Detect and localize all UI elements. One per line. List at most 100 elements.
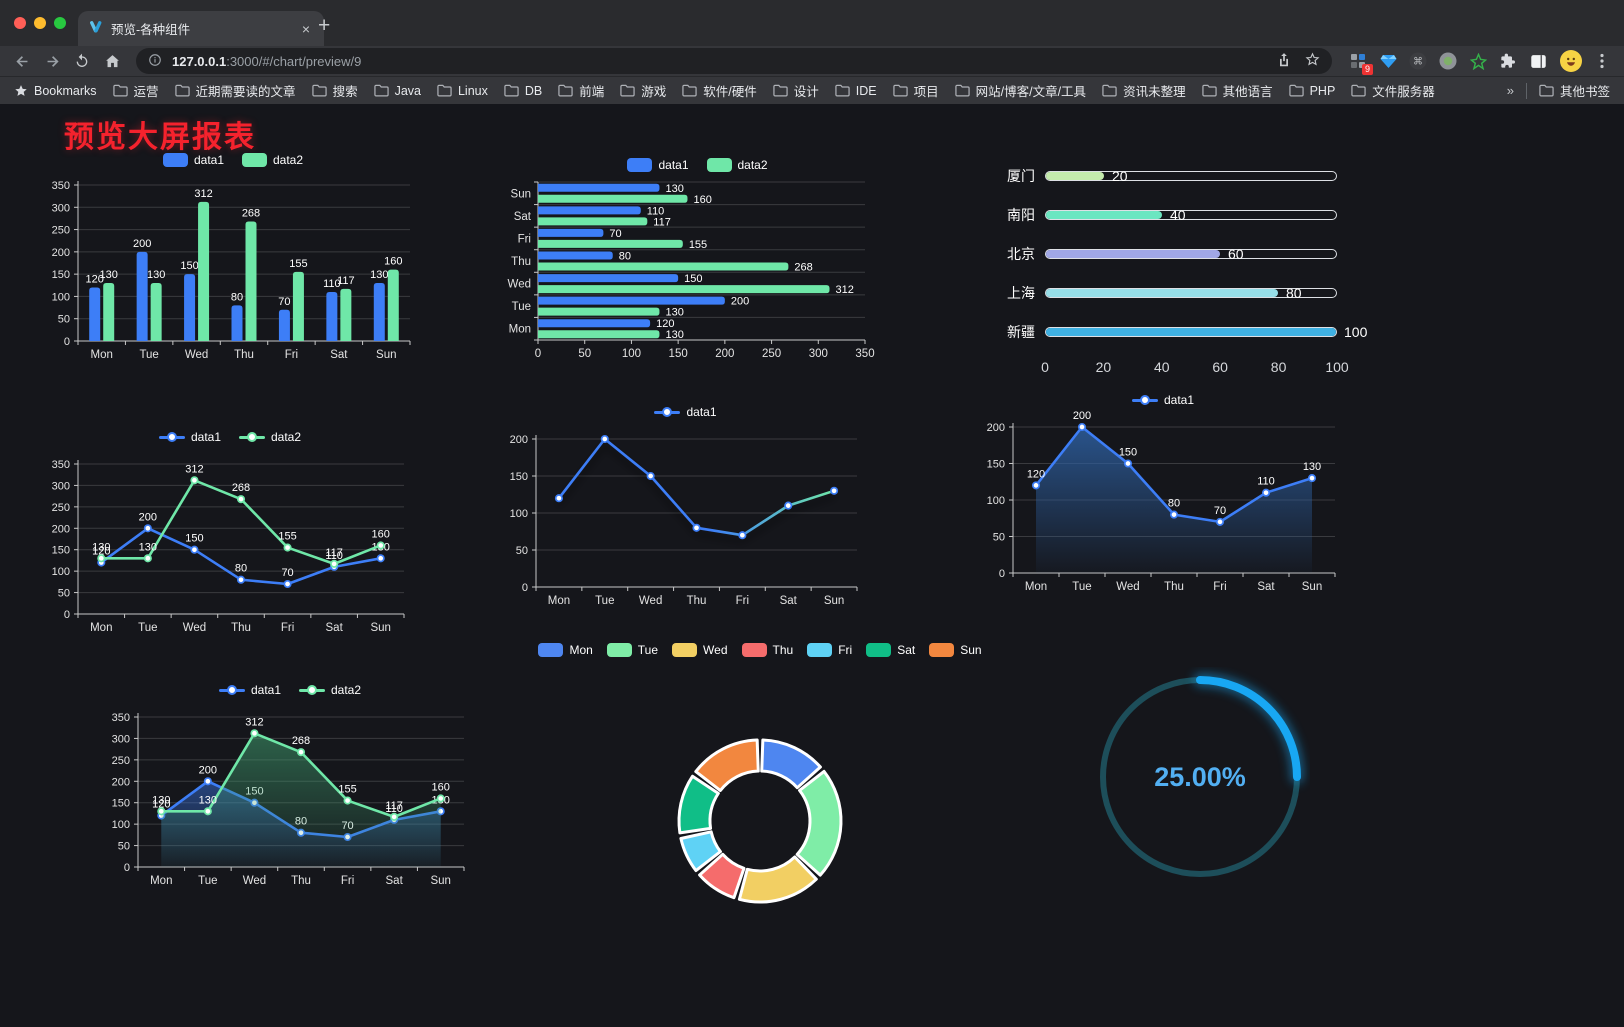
bookmark-folder[interactable]: 游戏 [620, 81, 666, 100]
address-bar[interactable]: 127.0.0.1:3000/#/chart/preview/9 [136, 48, 1332, 74]
legend-item[interactable]: data2 [239, 430, 301, 444]
legend-item[interactable]: data2 [242, 153, 303, 167]
window-minimize-button[interactable] [34, 17, 46, 29]
bookmark-folder[interactable]: 网站/博客/文章/工具 [954, 81, 1086, 100]
bookmark-folder[interactable]: 运营 [112, 81, 159, 100]
folder-icon [954, 84, 970, 97]
bookmark-folder[interactable]: 近期需要读的文章 [174, 81, 296, 100]
bookmark-folder[interactable]: DB [504, 81, 542, 100]
capsule-fill [1046, 327, 1336, 336]
svg-text:155: 155 [338, 784, 356, 796]
svg-text:0: 0 [64, 336, 70, 348]
svg-text:155: 155 [289, 258, 307, 270]
chart-legend: Mon Tue Wed Thu Fri Sat Sun [538, 639, 982, 661]
window-zoom-button[interactable] [54, 17, 66, 29]
bookmark-folder[interactable]: PHP [1288, 81, 1335, 100]
svg-text:Thu: Thu [511, 256, 531, 268]
bookmark-folder[interactable]: Linux [437, 81, 488, 100]
svg-text:0: 0 [64, 609, 70, 621]
sidebar-icon[interactable] [1528, 51, 1548, 71]
profile-avatar[interactable] [1560, 50, 1582, 72]
new-tab-button[interactable]: + [318, 14, 331, 37]
legend-item[interactable]: Sat [866, 643, 915, 657]
svg-text:300: 300 [52, 202, 70, 214]
bookmark-folder[interactable]: 资讯未整理 [1102, 81, 1186, 100]
capsule-category-label: 上海 [1007, 284, 1035, 301]
command-extension-icon[interactable]: ⌘ [1408, 51, 1428, 71]
svg-text:80: 80 [231, 291, 243, 303]
bookmark-folder[interactable]: Java [373, 81, 421, 100]
legend-item[interactable]: Wed [672, 643, 728, 657]
svg-text:100: 100 [987, 495, 1005, 507]
legend-item[interactable]: Mon [538, 643, 593, 657]
capsule-category-label: 厦门 [1007, 167, 1035, 184]
forward-icon[interactable] [38, 48, 66, 74]
svg-text:Tue: Tue [595, 595, 614, 607]
bookmark-folder[interactable]: 设计 [773, 81, 819, 100]
legend-item[interactable]: data1 [627, 158, 689, 172]
legend-item[interactable]: data1 [654, 405, 717, 419]
folder-icon [112, 84, 128, 97]
chart-capsule-bar: 厦门 20 南阳 40 北京 60 上海 80 新疆 100 0 20 40 60 80 100 [999, 156, 1367, 386]
home-icon[interactable] [98, 48, 126, 74]
tab-close-icon[interactable]: × [301, 20, 310, 37]
window-close-button[interactable] [14, 17, 26, 29]
bookmarks-manager-item[interactable]: Bookmarks [14, 84, 97, 98]
svg-text:Sat: Sat [330, 349, 348, 361]
folder-icon [437, 84, 452, 97]
extension-badge: 9 [1361, 64, 1373, 75]
back-icon[interactable] [8, 48, 36, 74]
bookmark-folder[interactable]: 其他语言 [1201, 81, 1273, 100]
svg-text:0: 0 [535, 348, 541, 360]
recorder-extension-icon[interactable] [1438, 51, 1458, 71]
legend-item[interactable]: Fri [807, 643, 852, 657]
folder-icon [174, 84, 190, 97]
share-icon[interactable] [1277, 52, 1291, 71]
legend-item[interactable]: data2 [299, 683, 361, 697]
info-icon[interactable] [148, 53, 162, 70]
svg-text:200: 200 [52, 247, 70, 259]
svg-text:150: 150 [52, 545, 70, 557]
menu-kebab-icon[interactable] [1588, 48, 1616, 74]
green-star-extension-icon[interactable] [1468, 51, 1488, 71]
legend-item[interactable]: Sun [929, 643, 982, 657]
bookmark-folder[interactable]: IDE [835, 81, 877, 100]
puzzle-extensions-icon[interactable] [1498, 51, 1518, 71]
legend-item[interactable]: data1 [1131, 393, 1194, 407]
svg-text:130: 130 [1303, 461, 1321, 473]
diamond-extension-icon[interactable] [1378, 51, 1398, 71]
svg-text:117: 117 [325, 547, 343, 559]
bookmark-folder[interactable]: 前端 [558, 81, 604, 100]
bookmark-folder[interactable]: 文件服务器 [1351, 81, 1435, 100]
extensions-area: 9 ⌘ [1348, 51, 1548, 75]
svg-text:300: 300 [809, 348, 828, 360]
legend-item[interactable]: data1 [218, 683, 281, 697]
reload-icon[interactable] [68, 48, 96, 74]
legend-item[interactable]: Tue [606, 643, 658, 657]
bookmark-folder[interactable]: 软件/硬件 [682, 81, 757, 100]
bookmarks-overflow-chevron[interactable]: » [1506, 83, 1514, 98]
bookmark-folder[interactable]: 搜索 [311, 81, 358, 100]
folder-icon [892, 84, 908, 97]
svg-text:250: 250 [762, 348, 781, 360]
bookmark-star-icon[interactable] [1305, 52, 1320, 70]
svg-text:Thu: Thu [231, 622, 251, 634]
legend-item[interactable]: Thu [741, 643, 793, 657]
other-bookmarks-folder[interactable]: 其他书签 [1539, 81, 1610, 100]
capsule-value: 40 [1170, 206, 1186, 223]
svg-text:110: 110 [647, 205, 665, 217]
legend-item[interactable]: data1 [162, 153, 224, 167]
browser-tab[interactable]: 预览-各种组件 × [78, 11, 324, 46]
svg-text:312: 312 [245, 716, 263, 728]
legend-item[interactable]: data1 [158, 430, 221, 444]
legend-item[interactable]: data2 [706, 158, 768, 172]
svg-text:Mon: Mon [91, 349, 113, 361]
grid-extension-icon[interactable]: 9 [1348, 51, 1373, 75]
svg-text:200: 200 [112, 776, 130, 788]
svg-text:0: 0 [124, 862, 130, 874]
svg-text:Mon: Mon [90, 622, 112, 634]
folder-icon [558, 84, 573, 97]
svg-text:50: 50 [58, 314, 70, 326]
svg-text:150: 150 [987, 459, 1005, 471]
bookmark-folder[interactable]: 项目 [892, 81, 939, 100]
